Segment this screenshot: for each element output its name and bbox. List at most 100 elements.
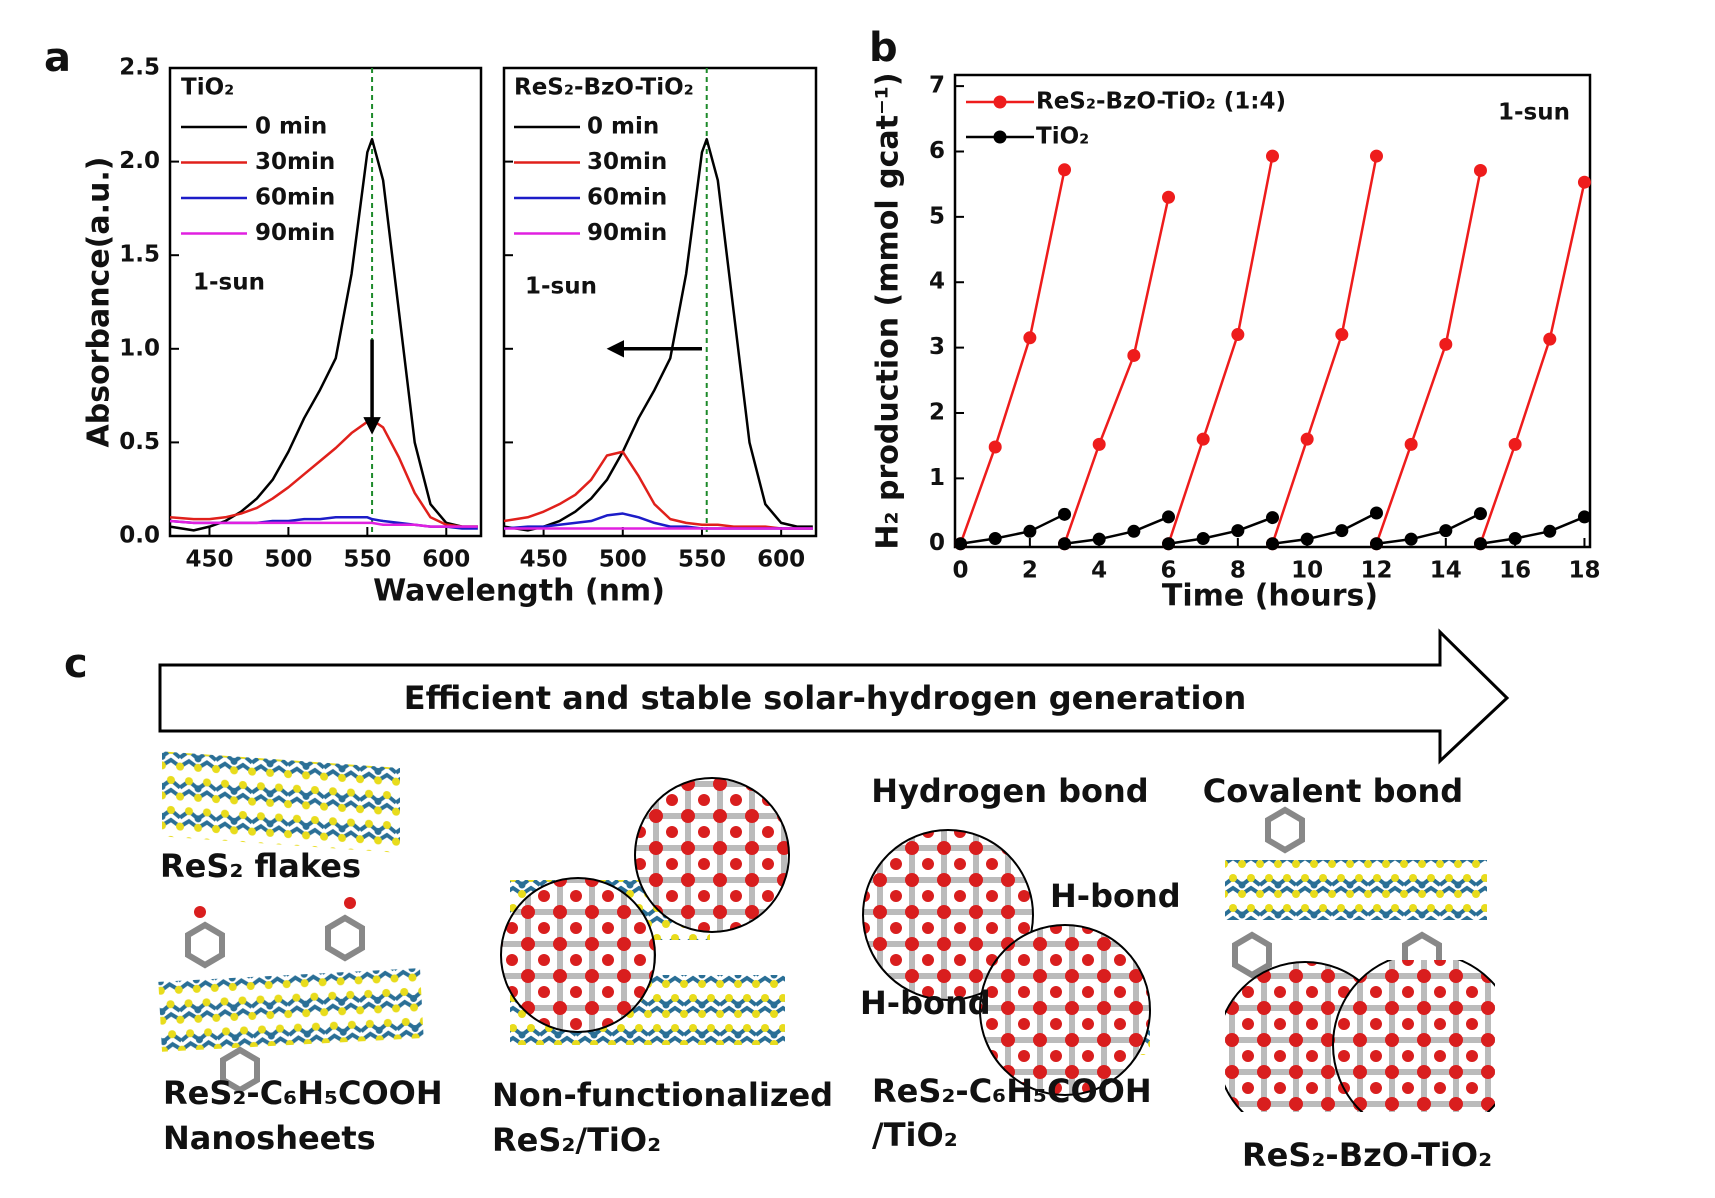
item-label: ReS₂-C₆H₅COOH bbox=[163, 1074, 443, 1112]
legend-label: 0 min bbox=[255, 114, 327, 140]
y-tick-label: 1.0 bbox=[119, 335, 160, 361]
data-point bbox=[1543, 332, 1557, 346]
x-axis-label: Wavelength (nm) bbox=[373, 574, 665, 609]
data-point bbox=[1404, 532, 1418, 546]
data-point bbox=[1231, 524, 1245, 538]
y-tick-label: 2.0 bbox=[119, 148, 160, 174]
legend-label: 60min bbox=[255, 185, 335, 211]
panel-title: ReS₂-BzO-TiO₂ bbox=[514, 75, 694, 101]
x-tick-label: 6 bbox=[1161, 558, 1177, 584]
x-tick-label: 16 bbox=[1499, 558, 1531, 584]
item-label: ReS₂-BzO-TiO₂ bbox=[1242, 1136, 1492, 1174]
x-tick-label: 8 bbox=[1230, 558, 1246, 584]
y-tick-label: 1.5 bbox=[119, 242, 160, 268]
data-point bbox=[1439, 524, 1453, 538]
panel-letter: b bbox=[869, 25, 898, 71]
data-point bbox=[1369, 149, 1383, 163]
annotation: 1-sun bbox=[1498, 100, 1570, 126]
y-tick-label: 5 bbox=[929, 203, 945, 229]
x-tick-label: 450 bbox=[185, 547, 233, 573]
panel-title: TiO₂ bbox=[181, 75, 234, 101]
y-tick-label: 1 bbox=[929, 465, 945, 491]
data-point bbox=[1439, 337, 1453, 351]
data-point bbox=[1092, 437, 1106, 451]
item-heading: Covalent bond bbox=[1203, 772, 1463, 810]
panel-letter: c bbox=[64, 641, 88, 687]
item-label: ReS₂ flakes bbox=[160, 847, 361, 885]
data-point bbox=[988, 532, 1002, 546]
y-tick-label: 0 bbox=[929, 530, 945, 556]
data-point bbox=[1508, 437, 1522, 451]
data-point bbox=[1162, 190, 1176, 204]
x-tick-label: 550 bbox=[678, 547, 726, 573]
x-tick-label: 450 bbox=[520, 547, 568, 573]
data-point bbox=[1369, 506, 1383, 520]
x-axis-label: Time (hours) bbox=[1162, 579, 1378, 614]
data-point bbox=[1543, 524, 1557, 538]
data-point bbox=[1266, 149, 1279, 163]
item-label: ReS₂/TiO₂ bbox=[492, 1121, 661, 1159]
x-tick-label: 500 bbox=[599, 547, 647, 573]
data-point bbox=[1162, 510, 1176, 524]
x-tick-label: 550 bbox=[343, 547, 391, 573]
series-line bbox=[503, 137, 813, 532]
series-line bbox=[169, 137, 478, 532]
data-point bbox=[1577, 510, 1591, 524]
data-point bbox=[1577, 175, 1591, 189]
x-tick-label: 10 bbox=[1291, 558, 1323, 584]
data-point bbox=[1023, 331, 1037, 345]
item-label: /TiO₂ bbox=[872, 1116, 958, 1154]
data-point bbox=[1127, 348, 1141, 362]
x-tick-label: 2 bbox=[1022, 558, 1038, 584]
y-tick-label: 2 bbox=[929, 399, 945, 425]
legend-label: 30min bbox=[255, 149, 335, 175]
legend-label: 90min bbox=[255, 220, 335, 246]
annotation: 1-sun bbox=[525, 274, 597, 300]
item-label: ReS₂-C₆H₅COOH bbox=[872, 1072, 1152, 1110]
panel-letter: a bbox=[44, 35, 71, 81]
item-label: Non-functionalized bbox=[492, 1076, 833, 1114]
item-note: H-bond bbox=[860, 984, 991, 1022]
annotation: 1-sun bbox=[193, 270, 265, 296]
y-tick-label: 3 bbox=[929, 334, 945, 360]
legend-label: 30min bbox=[587, 149, 667, 175]
progress-arrow bbox=[158, 628, 1510, 765]
data-point bbox=[1162, 537, 1176, 551]
illustrations bbox=[158, 751, 1495, 1112]
x-tick-label: 600 bbox=[757, 547, 805, 573]
x-tick-label: 12 bbox=[1360, 558, 1392, 584]
y-tick-label: 6 bbox=[929, 138, 945, 164]
series-line bbox=[959, 155, 1586, 545]
legend-marker bbox=[993, 95, 1007, 109]
legend-label: ReS₂-BzO-TiO₂ (1:4) bbox=[1036, 89, 1286, 115]
item-note: H-bond bbox=[1050, 877, 1181, 915]
data-point bbox=[1473, 537, 1487, 551]
data-point bbox=[988, 440, 1002, 454]
data-point bbox=[1127, 524, 1141, 538]
data-point bbox=[1023, 524, 1037, 538]
x-tick-label: 18 bbox=[1568, 558, 1600, 584]
x-tick-label: 0 bbox=[953, 558, 969, 584]
y-tick-label: 7 bbox=[929, 73, 945, 99]
data-point bbox=[1508, 532, 1522, 546]
data-point bbox=[1058, 507, 1072, 521]
plot-frame bbox=[168, 66, 483, 538]
data-point bbox=[1369, 537, 1383, 551]
legend-label: TiO₂ bbox=[1036, 124, 1089, 150]
series-line bbox=[960, 511, 1585, 545]
x-tick-label: 4 bbox=[1091, 558, 1107, 584]
y-tick-label: 2.5 bbox=[119, 55, 160, 81]
data-point bbox=[1058, 163, 1072, 177]
data-point bbox=[1473, 507, 1487, 521]
data-point bbox=[1092, 532, 1106, 546]
data-point bbox=[1473, 163, 1487, 177]
data-point bbox=[1300, 432, 1314, 446]
data-point bbox=[1196, 532, 1210, 546]
data-point bbox=[1058, 537, 1072, 551]
series-line bbox=[169, 418, 478, 528]
item-label: Nanosheets bbox=[163, 1119, 376, 1157]
data-point bbox=[1335, 524, 1349, 538]
legend-label: 90min bbox=[587, 220, 667, 246]
legend-label: 0 min bbox=[587, 114, 659, 140]
